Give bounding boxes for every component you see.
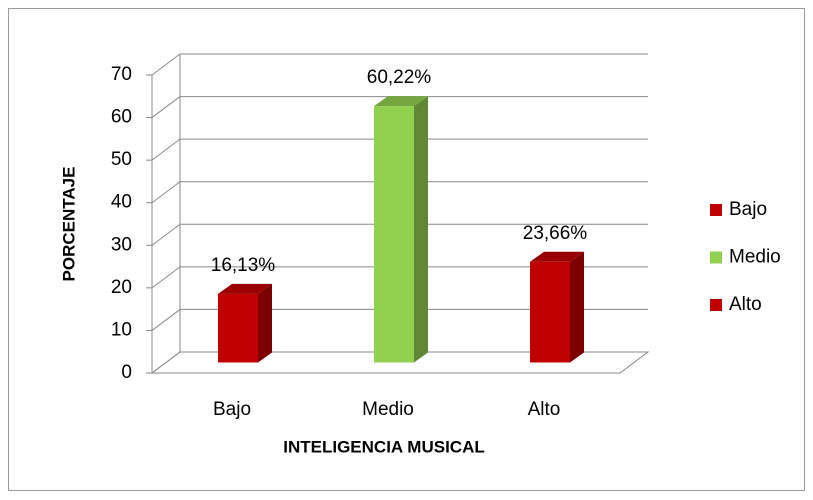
legend-swatch (710, 251, 722, 264)
grid-line (151, 138, 181, 161)
bar-side (414, 96, 428, 363)
x-tick-label: Medio (362, 399, 414, 420)
bar-top (530, 251, 584, 262)
y-tick-label: 40 (111, 192, 132, 213)
bar-top (218, 283, 272, 294)
y-tick-label: 20 (111, 277, 132, 298)
bar-side (570, 251, 584, 363)
legend-swatch (710, 299, 722, 311)
bar-side (258, 283, 272, 363)
grid-line (151, 181, 181, 204)
grid-line (151, 351, 181, 374)
legend-label: Alto (729, 294, 762, 315)
y-tick-label: 60 (111, 107, 132, 128)
data-label: 16,13% (211, 255, 276, 276)
grid-line (151, 96, 181, 118)
legend-swatch (710, 204, 722, 216)
y-axis-label: PORCENTAJE (59, 167, 78, 282)
y-tick-label: 30 (111, 234, 132, 255)
bar (530, 261, 570, 363)
grid-line (151, 223, 181, 246)
bar (374, 106, 414, 363)
data-label: 23,66% (523, 223, 588, 244)
grid-line (151, 266, 181, 289)
bar-top (374, 96, 428, 107)
y-tick-label: 70 (111, 64, 132, 85)
data-label: 60,22% (367, 67, 432, 88)
grid-line (151, 53, 181, 76)
y-tick-label: 10 (111, 319, 132, 340)
grid-line (151, 309, 181, 331)
legend-label: Medio (729, 247, 781, 268)
bar (218, 293, 258, 363)
x-tick-label: Bajo (213, 399, 251, 420)
legend-label: Bajo (729, 199, 767, 220)
x-axis-label: INTELIGENCIA MUSICAL (283, 437, 484, 456)
x-tick-label: Alto (528, 399, 561, 420)
y-tick-label: 50 (111, 149, 132, 170)
y-tick-label: 0 (121, 362, 132, 383)
